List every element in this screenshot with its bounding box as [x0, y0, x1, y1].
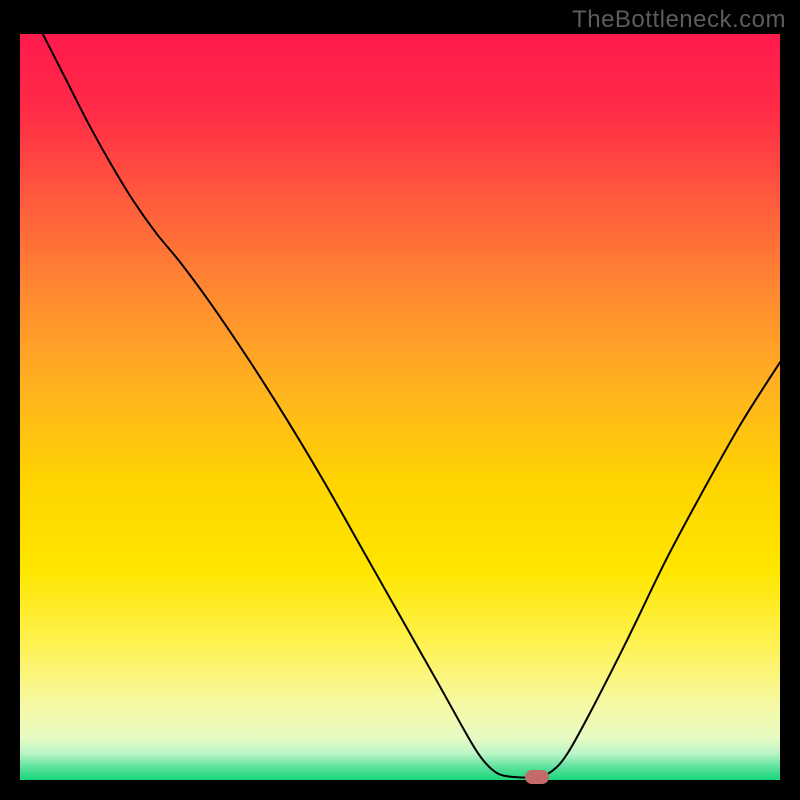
- plot-area: [20, 34, 780, 780]
- optimal-point-marker: [525, 770, 549, 784]
- watermark-text: TheBottleneck.com: [572, 6, 786, 34]
- gradient-rect: [20, 34, 780, 780]
- gradient-background-svg: [20, 34, 780, 780]
- chart-frame: TheBottleneck.com: [0, 0, 800, 800]
